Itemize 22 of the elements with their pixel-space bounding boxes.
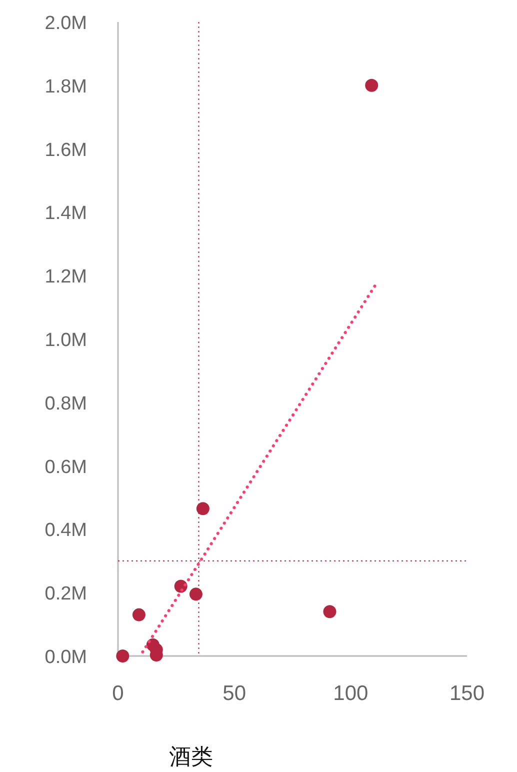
x-axis-title: 酒类 xyxy=(169,744,213,769)
y-tick-label: 0.6M xyxy=(44,456,87,478)
y-tick-label: 1.4M xyxy=(44,203,87,224)
y-tick-label: 0.0M xyxy=(44,647,87,668)
x-tick-label: 0 xyxy=(112,682,124,705)
y-tick-label: 1.2M xyxy=(44,266,87,288)
x-tick-label: 100 xyxy=(333,682,368,705)
y-tick-label: 0.2M xyxy=(44,584,87,605)
x-tick-label: 150 xyxy=(449,682,485,705)
y-tick-label: 1.0M xyxy=(44,330,87,351)
y-tick-label: 1.8M xyxy=(44,76,87,98)
x-tick-label: 50 xyxy=(222,682,246,705)
point xyxy=(116,650,130,662)
y-tick-label: 1.6M xyxy=(44,140,87,161)
point xyxy=(189,588,202,601)
point xyxy=(323,605,336,618)
point xyxy=(365,78,378,92)
point xyxy=(196,502,210,516)
y-tick-label: 0.4M xyxy=(44,520,87,542)
y-tick-label: 2.0M xyxy=(44,13,87,34)
point xyxy=(132,608,146,622)
y-tick-label: 0.8M xyxy=(44,393,87,414)
